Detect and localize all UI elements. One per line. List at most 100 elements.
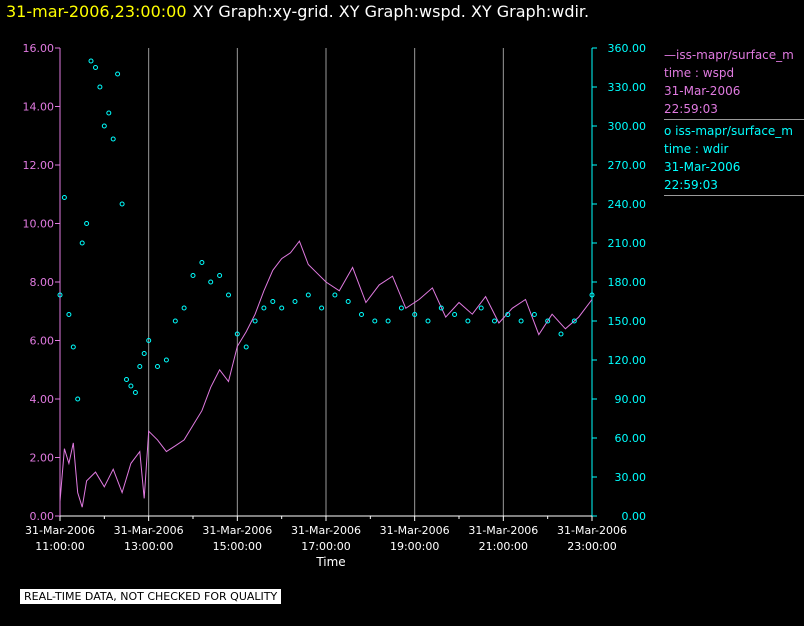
wdir-point (261, 305, 267, 311)
wdir-point (332, 292, 338, 298)
wdir-point (163, 357, 169, 363)
wdir-point (234, 331, 240, 337)
wdir-point (208, 279, 214, 285)
wdir-point (124, 377, 129, 382)
legend-wspd-name: —iss-mapr/surface_m (664, 48, 794, 62)
wdir-point (66, 312, 72, 317)
right-tick-label: 180.00 (608, 276, 647, 289)
x-axis-label: Time (315, 555, 345, 569)
legend-wdir-date: 31-Mar-2006 (664, 160, 741, 174)
wdir-point (243, 344, 249, 350)
wdir-point (181, 305, 187, 311)
x-tick-date: 31-Mar-2006 (468, 524, 538, 537)
wdir-point (465, 318, 471, 324)
x-tick-time: 19:00:00 (390, 540, 439, 553)
right-tick-label: 30.00 (615, 471, 647, 484)
x-tick-time: 13:00:00 (124, 540, 173, 553)
wdir-point (478, 305, 484, 311)
left-tick-label: 10.00 (23, 218, 55, 231)
wdir-point (115, 71, 121, 77)
left-tick-label: 8.00 (30, 276, 55, 289)
right-tick-label: 150.00 (608, 315, 647, 328)
legend-wspd-field: time : wspd (664, 66, 735, 80)
right-tick-label: 90.00 (615, 393, 647, 406)
legend-wspd-date: 31-Mar-2006 (664, 84, 741, 98)
legend-wdir-name: o iss-mapr/surface_m (664, 124, 793, 138)
wdir-point (359, 312, 364, 317)
wdir-point (75, 396, 81, 402)
x-tick-date: 31-Mar-2006 (380, 524, 450, 537)
wdir-point (385, 318, 391, 324)
wspd-line (59, 240, 593, 508)
legend: —iss-mapr/surface_m time : wspd 31-Mar-2… (664, 46, 804, 198)
left-tick-label: 14.00 (23, 101, 55, 114)
legend-wspd: —iss-mapr/surface_m time : wspd 31-Mar-2… (664, 46, 804, 120)
x-tick-time: 15:00:00 (213, 540, 262, 553)
wdir-point (146, 338, 152, 343)
wdir-point (190, 273, 196, 278)
wdir-point (518, 318, 524, 324)
wdir-point (412, 312, 418, 317)
x-tick-time: 21:00:00 (479, 540, 528, 553)
legend-wdir-field: time : wdir (664, 142, 729, 156)
x-tick-date: 31-Mar-2006 (114, 524, 184, 537)
right-tick-label: 60.00 (615, 432, 647, 445)
left-tick-label: 12.00 (23, 159, 55, 172)
wdir-point (57, 292, 63, 298)
legend-wspd-time: 22:59:03 (664, 102, 718, 116)
wdir-point (531, 312, 537, 317)
wdir-point (252, 318, 258, 324)
timestamp: 31-mar-2006,23:00:00 (6, 2, 187, 21)
wdir-point (119, 201, 125, 207)
wdir-point (61, 195, 67, 200)
wdir-point (93, 65, 98, 70)
wdir-point (345, 299, 351, 304)
wdir-point (305, 292, 311, 298)
left-tick-label: 4.00 (30, 393, 55, 406)
x-tick-time: 23:00:00 (567, 540, 616, 553)
wdir-point (110, 136, 116, 142)
wdir-point (558, 331, 564, 337)
wdir-point (128, 383, 134, 389)
wdir-point (226, 292, 231, 298)
right-tick-label: 360.00 (608, 42, 647, 55)
right-tick-label: 240.00 (608, 198, 647, 211)
wdir-point (217, 273, 223, 278)
legend-wdir: o iss-mapr/surface_m time : wdir 31-Mar-… (664, 122, 804, 196)
wdir-point (88, 58, 94, 64)
right-tick-label: 210.00 (608, 237, 647, 250)
wdir-point (132, 390, 138, 395)
right-tick-label: 330.00 (608, 81, 647, 94)
wdir-point (279, 305, 285, 311)
wdir-point (270, 299, 276, 304)
series (57, 58, 595, 508)
x-tick-date: 31-Mar-2006 (291, 524, 361, 537)
wdir-point (452, 312, 458, 317)
legend-wdir-time: 22:59:03 (664, 178, 718, 192)
wdir-point (319, 305, 325, 311)
wdir-point (70, 344, 76, 350)
x-tick-date: 31-Mar-2006 (25, 524, 95, 537)
wdir-point (84, 221, 90, 226)
wdir-point (97, 84, 103, 90)
left-tick-label: 16.00 (23, 42, 55, 55)
left-tick-label: 2.00 (30, 452, 55, 465)
wdir-point (141, 351, 147, 356)
wdir-point (398, 305, 404, 311)
wdir-point (571, 318, 577, 324)
x-tick-time: 11:00:00 (35, 540, 84, 553)
wdir-point (172, 318, 178, 324)
wdir-point (505, 312, 511, 317)
axes: 0.00 2.00 4.00 6.00 8.00 10.00 12.00 14.00 16.00… (23, 42, 647, 553)
wdir-point (101, 123, 107, 129)
wdir-point (199, 260, 205, 265)
right-tick-label: 0.00 (622, 510, 647, 523)
wdir-point (79, 240, 85, 246)
right-tick-label: 270.00 (608, 159, 647, 172)
wdir-point (425, 318, 431, 324)
wdir-point (545, 318, 551, 324)
wdir-point (137, 364, 143, 369)
x-tick-date: 31-Mar-2006 (557, 524, 627, 537)
x-tick-date: 31-Mar-2006 (202, 524, 272, 537)
